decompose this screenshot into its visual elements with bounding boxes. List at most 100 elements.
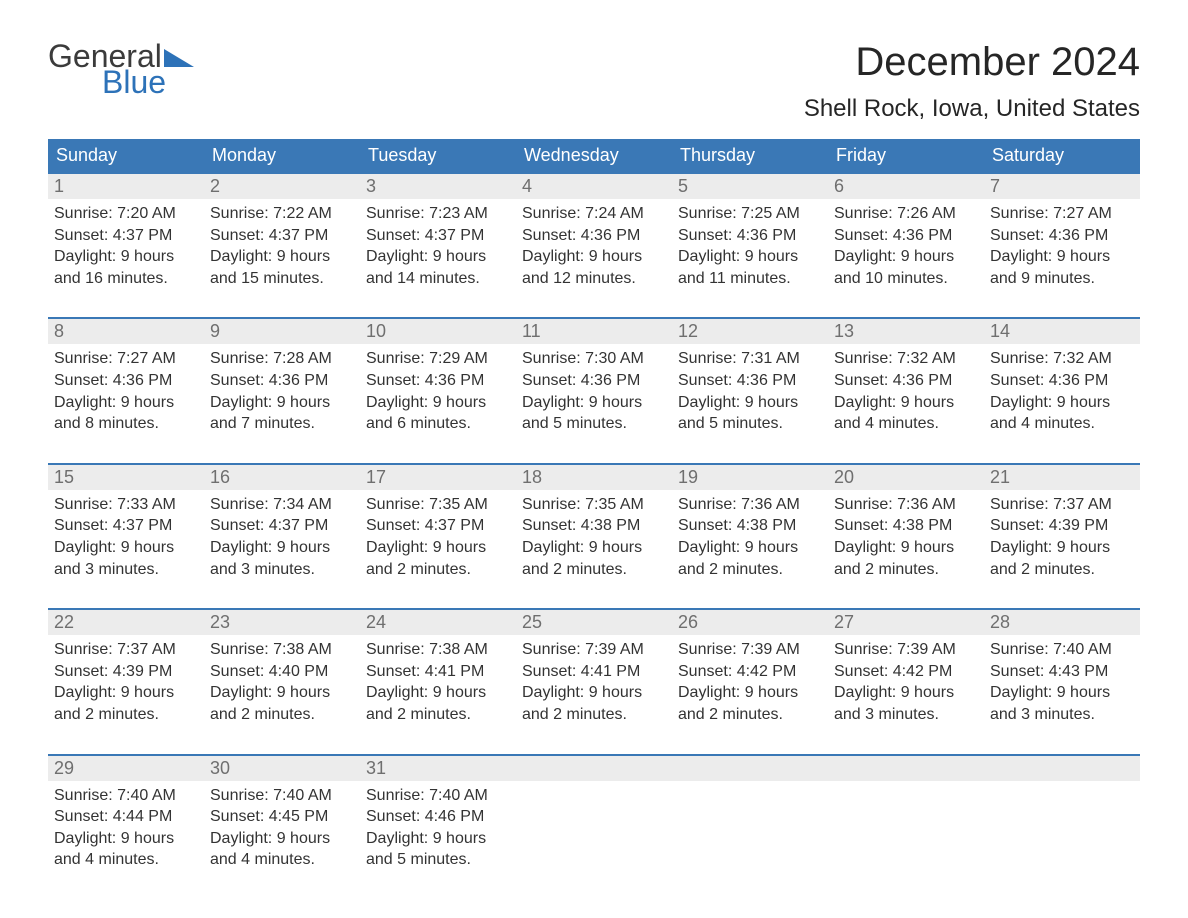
sunrise-text: Sunrise: 7:31 AM — [678, 348, 822, 370]
sunset-text: Sunset: 4:36 PM — [834, 225, 978, 247]
sunset-text: Sunset: 4:36 PM — [522, 370, 666, 392]
day-cell: Sunrise: 7:38 AMSunset: 4:41 PMDaylight:… — [360, 635, 516, 725]
sunset-text: Sunset: 4:36 PM — [522, 225, 666, 247]
day-cell — [516, 781, 672, 871]
sunrise-text: Sunrise: 7:40 AM — [366, 785, 510, 807]
daylight-text-2: and 3 minutes. — [54, 559, 198, 581]
sunrise-text: Sunrise: 7:24 AM — [522, 203, 666, 225]
day-cell: Sunrise: 7:40 AMSunset: 4:43 PMDaylight:… — [984, 635, 1140, 725]
daylight-text-1: Daylight: 9 hours — [54, 392, 198, 414]
daylight-text-2: and 2 minutes. — [210, 704, 354, 726]
day-number: 14 — [984, 319, 1140, 344]
day-number: 8 — [48, 319, 204, 344]
day-cell: Sunrise: 7:39 AMSunset: 4:41 PMDaylight:… — [516, 635, 672, 725]
sunrise-text: Sunrise: 7:30 AM — [522, 348, 666, 370]
daylight-text-2: and 4 minutes. — [990, 413, 1134, 435]
sunset-text: Sunset: 4:41 PM — [522, 661, 666, 683]
sunset-text: Sunset: 4:37 PM — [54, 515, 198, 537]
day-cell: Sunrise: 7:20 AMSunset: 4:37 PMDaylight:… — [48, 199, 204, 289]
day-cell: Sunrise: 7:39 AMSunset: 4:42 PMDaylight:… — [828, 635, 984, 725]
day-number: 25 — [516, 610, 672, 635]
daylight-text-1: Daylight: 9 hours — [834, 246, 978, 268]
sunrise-text: Sunrise: 7:40 AM — [990, 639, 1134, 661]
week-row: 15161718192021Sunrise: 7:33 AMSunset: 4:… — [48, 463, 1140, 580]
sunrise-text: Sunrise: 7:22 AM — [210, 203, 354, 225]
day-cell: Sunrise: 7:36 AMSunset: 4:38 PMDaylight:… — [672, 490, 828, 580]
daylight-text-1: Daylight: 9 hours — [522, 682, 666, 704]
sunrise-text: Sunrise: 7:32 AM — [834, 348, 978, 370]
weekday-header: Sunday — [48, 139, 204, 172]
sunrise-text: Sunrise: 7:36 AM — [834, 494, 978, 516]
daylight-text-1: Daylight: 9 hours — [522, 246, 666, 268]
day-cell: Sunrise: 7:37 AMSunset: 4:39 PMDaylight:… — [984, 490, 1140, 580]
daylight-text-1: Daylight: 9 hours — [990, 246, 1134, 268]
day-number: 19 — [672, 465, 828, 490]
daylight-text-2: and 2 minutes. — [678, 704, 822, 726]
week-body-row: Sunrise: 7:27 AMSunset: 4:36 PMDaylight:… — [48, 344, 1140, 434]
day-cell: Sunrise: 7:32 AMSunset: 4:36 PMDaylight:… — [984, 344, 1140, 434]
daylight-text-2: and 2 minutes. — [522, 704, 666, 726]
day-cell: Sunrise: 7:35 AMSunset: 4:37 PMDaylight:… — [360, 490, 516, 580]
day-number: 24 — [360, 610, 516, 635]
daylight-text-1: Daylight: 9 hours — [678, 246, 822, 268]
sunset-text: Sunset: 4:36 PM — [990, 370, 1134, 392]
day-cell — [984, 781, 1140, 871]
day-cell: Sunrise: 7:32 AMSunset: 4:36 PMDaylight:… — [828, 344, 984, 434]
day-number: 3 — [360, 174, 516, 199]
sunset-text: Sunset: 4:36 PM — [834, 370, 978, 392]
week-row: 1234567Sunrise: 7:20 AMSunset: 4:37 PMDa… — [48, 172, 1140, 289]
daylight-text-1: Daylight: 9 hours — [366, 392, 510, 414]
day-cell: Sunrise: 7:33 AMSunset: 4:37 PMDaylight:… — [48, 490, 204, 580]
daylight-text-1: Daylight: 9 hours — [210, 682, 354, 704]
daynum-band: 22232425262728 — [48, 610, 1140, 635]
logo: General Blue — [48, 40, 194, 98]
day-cell: Sunrise: 7:37 AMSunset: 4:39 PMDaylight:… — [48, 635, 204, 725]
day-number: 6 — [828, 174, 984, 199]
sunrise-text: Sunrise: 7:23 AM — [366, 203, 510, 225]
day-number: 5 — [672, 174, 828, 199]
header: General Blue December 2024 Shell Rock, I… — [48, 40, 1140, 123]
daylight-text-2: and 4 minutes. — [210, 849, 354, 871]
day-number — [516, 756, 672, 781]
day-number: 13 — [828, 319, 984, 344]
daylight-text-1: Daylight: 9 hours — [990, 392, 1134, 414]
sunset-text: Sunset: 4:37 PM — [210, 515, 354, 537]
sunrise-text: Sunrise: 7:26 AM — [834, 203, 978, 225]
daylight-text-2: and 5 minutes. — [366, 849, 510, 871]
daylight-text-1: Daylight: 9 hours — [678, 682, 822, 704]
daylight-text-1: Daylight: 9 hours — [990, 537, 1134, 559]
day-number: 22 — [48, 610, 204, 635]
day-number: 21 — [984, 465, 1140, 490]
sunset-text: Sunset: 4:36 PM — [54, 370, 198, 392]
daylight-text-2: and 2 minutes. — [366, 559, 510, 581]
sunset-text: Sunset: 4:45 PM — [210, 806, 354, 828]
daylight-text-1: Daylight: 9 hours — [54, 246, 198, 268]
daylight-text-1: Daylight: 9 hours — [678, 392, 822, 414]
day-number: 11 — [516, 319, 672, 344]
day-cell: Sunrise: 7:25 AMSunset: 4:36 PMDaylight:… — [672, 199, 828, 289]
day-cell: Sunrise: 7:34 AMSunset: 4:37 PMDaylight:… — [204, 490, 360, 580]
weekday-header: Wednesday — [516, 139, 672, 172]
sunset-text: Sunset: 4:38 PM — [522, 515, 666, 537]
day-number: 17 — [360, 465, 516, 490]
weekday-header: Monday — [204, 139, 360, 172]
week-row: 891011121314Sunrise: 7:27 AMSunset: 4:36… — [48, 317, 1140, 434]
sunset-text: Sunset: 4:44 PM — [54, 806, 198, 828]
day-cell — [672, 781, 828, 871]
weekday-header: Thursday — [672, 139, 828, 172]
day-number: 4 — [516, 174, 672, 199]
daylight-text-1: Daylight: 9 hours — [522, 537, 666, 559]
daylight-text-1: Daylight: 9 hours — [210, 537, 354, 559]
day-cell: Sunrise: 7:22 AMSunset: 4:37 PMDaylight:… — [204, 199, 360, 289]
sunrise-text: Sunrise: 7:34 AM — [210, 494, 354, 516]
daylight-text-2: and 15 minutes. — [210, 268, 354, 290]
daylight-text-1: Daylight: 9 hours — [834, 682, 978, 704]
daylight-text-2: and 3 minutes. — [990, 704, 1134, 726]
daylight-text-2: and 8 minutes. — [54, 413, 198, 435]
daylight-text-1: Daylight: 9 hours — [834, 392, 978, 414]
day-cell: Sunrise: 7:30 AMSunset: 4:36 PMDaylight:… — [516, 344, 672, 434]
day-number: 30 — [204, 756, 360, 781]
day-number: 28 — [984, 610, 1140, 635]
sunset-text: Sunset: 4:37 PM — [54, 225, 198, 247]
sunrise-text: Sunrise: 7:28 AM — [210, 348, 354, 370]
